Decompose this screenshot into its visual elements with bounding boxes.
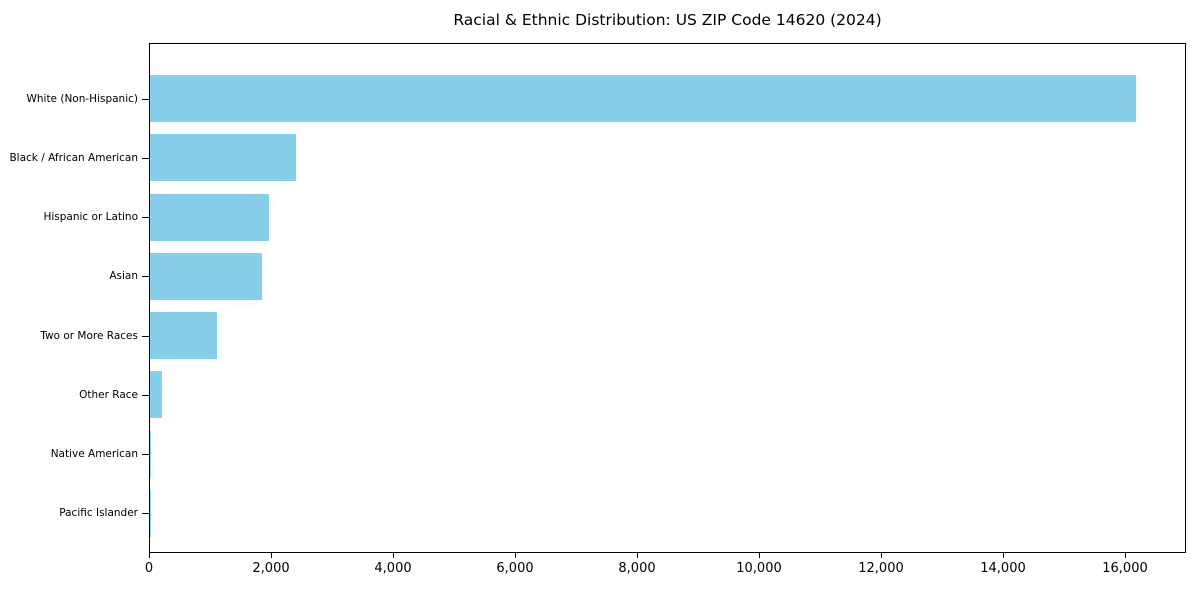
bar: [150, 430, 152, 478]
y-tick-label: White (Non-Hispanic): [26, 93, 138, 105]
x-tick-mark: [1003, 553, 1004, 558]
x-tick-label: 6,000: [496, 561, 534, 576]
y-tick-label: Black / African American: [9, 152, 138, 164]
x-tick-mark: [637, 553, 638, 558]
x-tick-label: 4,000: [374, 561, 412, 576]
x-tick-mark: [1125, 553, 1126, 558]
x-tick-mark: [149, 553, 150, 558]
x-tick-label: 2,000: [252, 561, 290, 576]
y-tick-label: Pacific Islander: [59, 507, 138, 519]
y-tick-label: Native American: [50, 448, 138, 460]
x-tick-mark: [759, 553, 760, 558]
y-tick-mark: [142, 454, 149, 455]
y-tick-label: Asian: [109, 270, 138, 282]
y-tick-mark: [142, 99, 149, 100]
y-tick-label: Hispanic or Latino: [43, 211, 138, 223]
x-tick-mark: [881, 553, 882, 558]
y-tick-mark: [142, 217, 149, 218]
bar: [150, 134, 297, 182]
plot-area: [149, 43, 1186, 553]
x-tick-label: 8,000: [618, 561, 656, 576]
x-tick-label: 12,000: [858, 561, 904, 576]
bar: [150, 252, 262, 300]
y-tick-label: Two or More Races: [40, 330, 138, 342]
x-tick-label: 10,000: [736, 561, 782, 576]
chart-title: Racial & Ethnic Distribution: US ZIP Cod…: [453, 11, 882, 29]
x-tick-mark: [271, 553, 272, 558]
x-tick-label: 0: [144, 561, 154, 576]
x-tick-mark: [515, 553, 516, 558]
y-tick-mark: [142, 395, 149, 396]
y-tick-label: Other Race: [79, 389, 138, 401]
y-tick-mark: [142, 158, 149, 159]
x-tick-label: 14,000: [980, 561, 1026, 576]
bar: [150, 371, 163, 419]
y-tick-mark: [142, 336, 149, 337]
bar: [150, 312, 218, 360]
x-tick-mark: [393, 553, 394, 558]
x-tick-label: 16,000: [1102, 561, 1148, 576]
y-tick-mark: [142, 513, 149, 514]
y-tick-mark: [142, 276, 149, 277]
bar: [150, 75, 1136, 123]
bar: [150, 193, 269, 241]
bar: [150, 489, 151, 537]
